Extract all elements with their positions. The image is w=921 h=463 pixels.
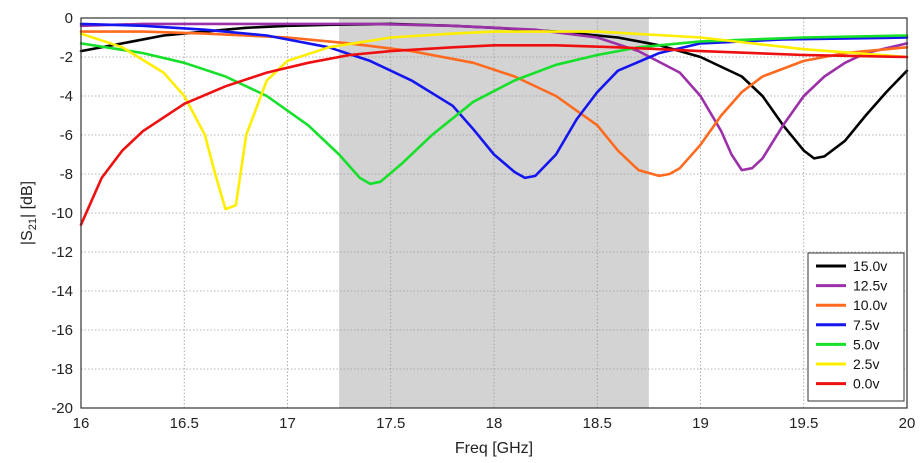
legend-label: 5.0v bbox=[853, 336, 879, 352]
x-tick-labels: 16 16.5 17 17.5 18 18.5 19 19.5 20 bbox=[73, 415, 916, 432]
y-tick-label: -16 bbox=[51, 322, 73, 339]
y-axis-title: |S21| [dB] bbox=[19, 181, 39, 245]
legend-label: 12.5v bbox=[853, 278, 887, 294]
legend-label: 0.0v bbox=[853, 376, 879, 392]
y-tick-label: -10 bbox=[51, 205, 73, 222]
y-tick-label: -6 bbox=[60, 127, 73, 144]
legend-label: 15.0v bbox=[853, 258, 887, 274]
series-line-10.0v bbox=[79, 30, 909, 178]
series-line-12.5v bbox=[79, 22, 909, 172]
x-tick-label: 19.5 bbox=[789, 415, 818, 432]
y-tick-label: -18 bbox=[51, 361, 73, 378]
x-axis-title: Freq [GHz] bbox=[455, 440, 533, 457]
x-tick-label: 19 bbox=[692, 415, 709, 432]
legend: 15.0v 12.5v 10.0v 7.5v 5.0v 2.5v 0.0v bbox=[807, 252, 905, 402]
legend-label: 10.0v bbox=[853, 297, 887, 313]
x-tick-label: 16.5 bbox=[170, 415, 199, 432]
y-tick-label: -4 bbox=[60, 88, 73, 105]
x-tick-label: 17 bbox=[279, 415, 296, 432]
y-axis-title-rest: | [dB] bbox=[19, 181, 36, 218]
y-axis-title-main: |S bbox=[19, 230, 36, 245]
series-line-0.0v bbox=[79, 43, 909, 226]
y-tick-labels: 0 -2 -4 -6 -8 -10 -12 -14 -16 -18 -20 bbox=[51, 10, 73, 417]
series-line-15.0v bbox=[79, 22, 909, 160]
y-tick-label: -14 bbox=[51, 283, 73, 300]
series-line-2.5v bbox=[79, 30, 909, 211]
plot-frame bbox=[80, 17, 908, 409]
y-tick-label: -8 bbox=[60, 166, 73, 183]
y-tick-label: -2 bbox=[60, 49, 73, 66]
y-tick-label: -12 bbox=[51, 244, 73, 261]
x-tick-label: 17.5 bbox=[376, 415, 405, 432]
y-axis-title-subscript: 21 bbox=[27, 218, 39, 230]
x-tick-label: 18 bbox=[486, 415, 503, 432]
series-layer bbox=[79, 22, 909, 226]
legend-label: 2.5v bbox=[853, 356, 879, 372]
x-tick-label: 20 bbox=[899, 415, 916, 432]
legend-box bbox=[807, 252, 905, 402]
series-line-7.5v bbox=[79, 22, 909, 180]
y-tick-label: -20 bbox=[51, 400, 73, 417]
x-tick-label: 16 bbox=[73, 415, 90, 432]
x-tick-label: 18.5 bbox=[583, 415, 612, 432]
y-tick-label: 0 bbox=[65, 10, 73, 27]
legend-label: 7.5v bbox=[853, 317, 879, 333]
